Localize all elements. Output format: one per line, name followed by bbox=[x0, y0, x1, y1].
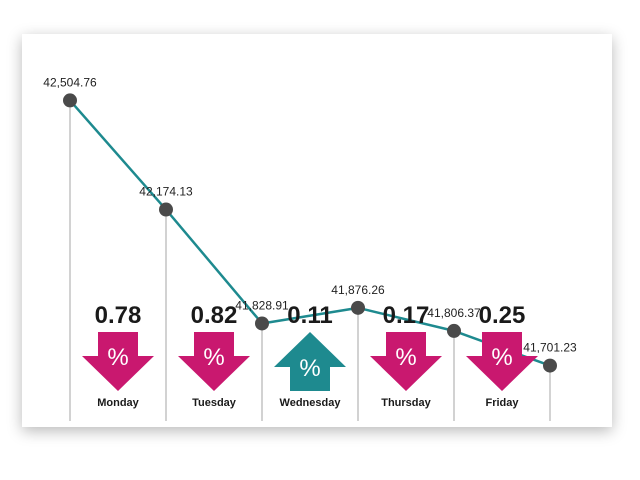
data-point-2 bbox=[255, 316, 269, 331]
day-label: Thursday bbox=[381, 397, 431, 409]
chart-card: 42,504.76 42,174.13 41,828.91 41,876.26 41,8… bbox=[22, 34, 612, 427]
change-wednesday: 0.11% Wednesday bbox=[274, 302, 346, 409]
points-group bbox=[63, 93, 557, 373]
line-chart: 42,504.76 42,174.13 41,828.91 41,876.26 41,8… bbox=[43, 75, 577, 421]
data-point-3 bbox=[351, 300, 365, 315]
change-thursday: 0.17% Thursday bbox=[370, 302, 442, 409]
value-label-5: 41,701.23 bbox=[523, 341, 577, 355]
percent-icon: % bbox=[203, 344, 224, 371]
value-label-1: 42,174.13 bbox=[139, 185, 193, 199]
day-label: Friday bbox=[485, 397, 519, 409]
percent-icon: % bbox=[395, 344, 416, 371]
day-label: Wednesday bbox=[280, 397, 342, 409]
change-monday: 0.78% Monday bbox=[82, 302, 154, 409]
data-point-0 bbox=[63, 93, 77, 108]
day-label: Tuesday bbox=[192, 397, 237, 409]
percent-icon: % bbox=[491, 344, 512, 371]
percent-value: 0.11 bbox=[287, 302, 332, 329]
arrow-down-icon bbox=[466, 332, 538, 391]
data-point-1 bbox=[159, 202, 173, 217]
change-tuesday: 0.82% Tuesday bbox=[178, 302, 250, 409]
series-line bbox=[69, 99, 551, 367]
value-label-0: 42,504.76 bbox=[43, 75, 97, 89]
percent-icon: % bbox=[107, 344, 128, 371]
value-label-3: 41,876.26 bbox=[331, 283, 385, 297]
value-label-4: 41,806.37 bbox=[427, 306, 481, 320]
arrow-down-icon bbox=[370, 332, 442, 391]
percent-value: 0.78 bbox=[95, 302, 142, 329]
value-labels-group: 42,504.76 42,174.13 41,828.91 41,876.26 41,8… bbox=[43, 75, 577, 354]
arrow-down-icon bbox=[82, 332, 154, 391]
data-point-4 bbox=[447, 323, 461, 338]
arrow-up-icon bbox=[274, 332, 346, 391]
arrow-down-icon bbox=[178, 332, 250, 391]
data-point-5 bbox=[543, 358, 557, 373]
stems-group bbox=[69, 100, 551, 421]
daily-changes-group: 0.78%Monday0.82%Tuesday0.11%Wednesday0.1… bbox=[82, 302, 538, 409]
day-label: Monday bbox=[97, 397, 139, 409]
value-label-2: 41,828.91 bbox=[235, 298, 289, 312]
percent-value: 0.17 bbox=[383, 302, 430, 329]
change-friday: 0.25% Friday bbox=[466, 302, 538, 409]
percent-value: 0.25 bbox=[479, 302, 526, 329]
percent-icon: % bbox=[299, 355, 320, 382]
percent-value: 0.82 bbox=[191, 302, 238, 329]
